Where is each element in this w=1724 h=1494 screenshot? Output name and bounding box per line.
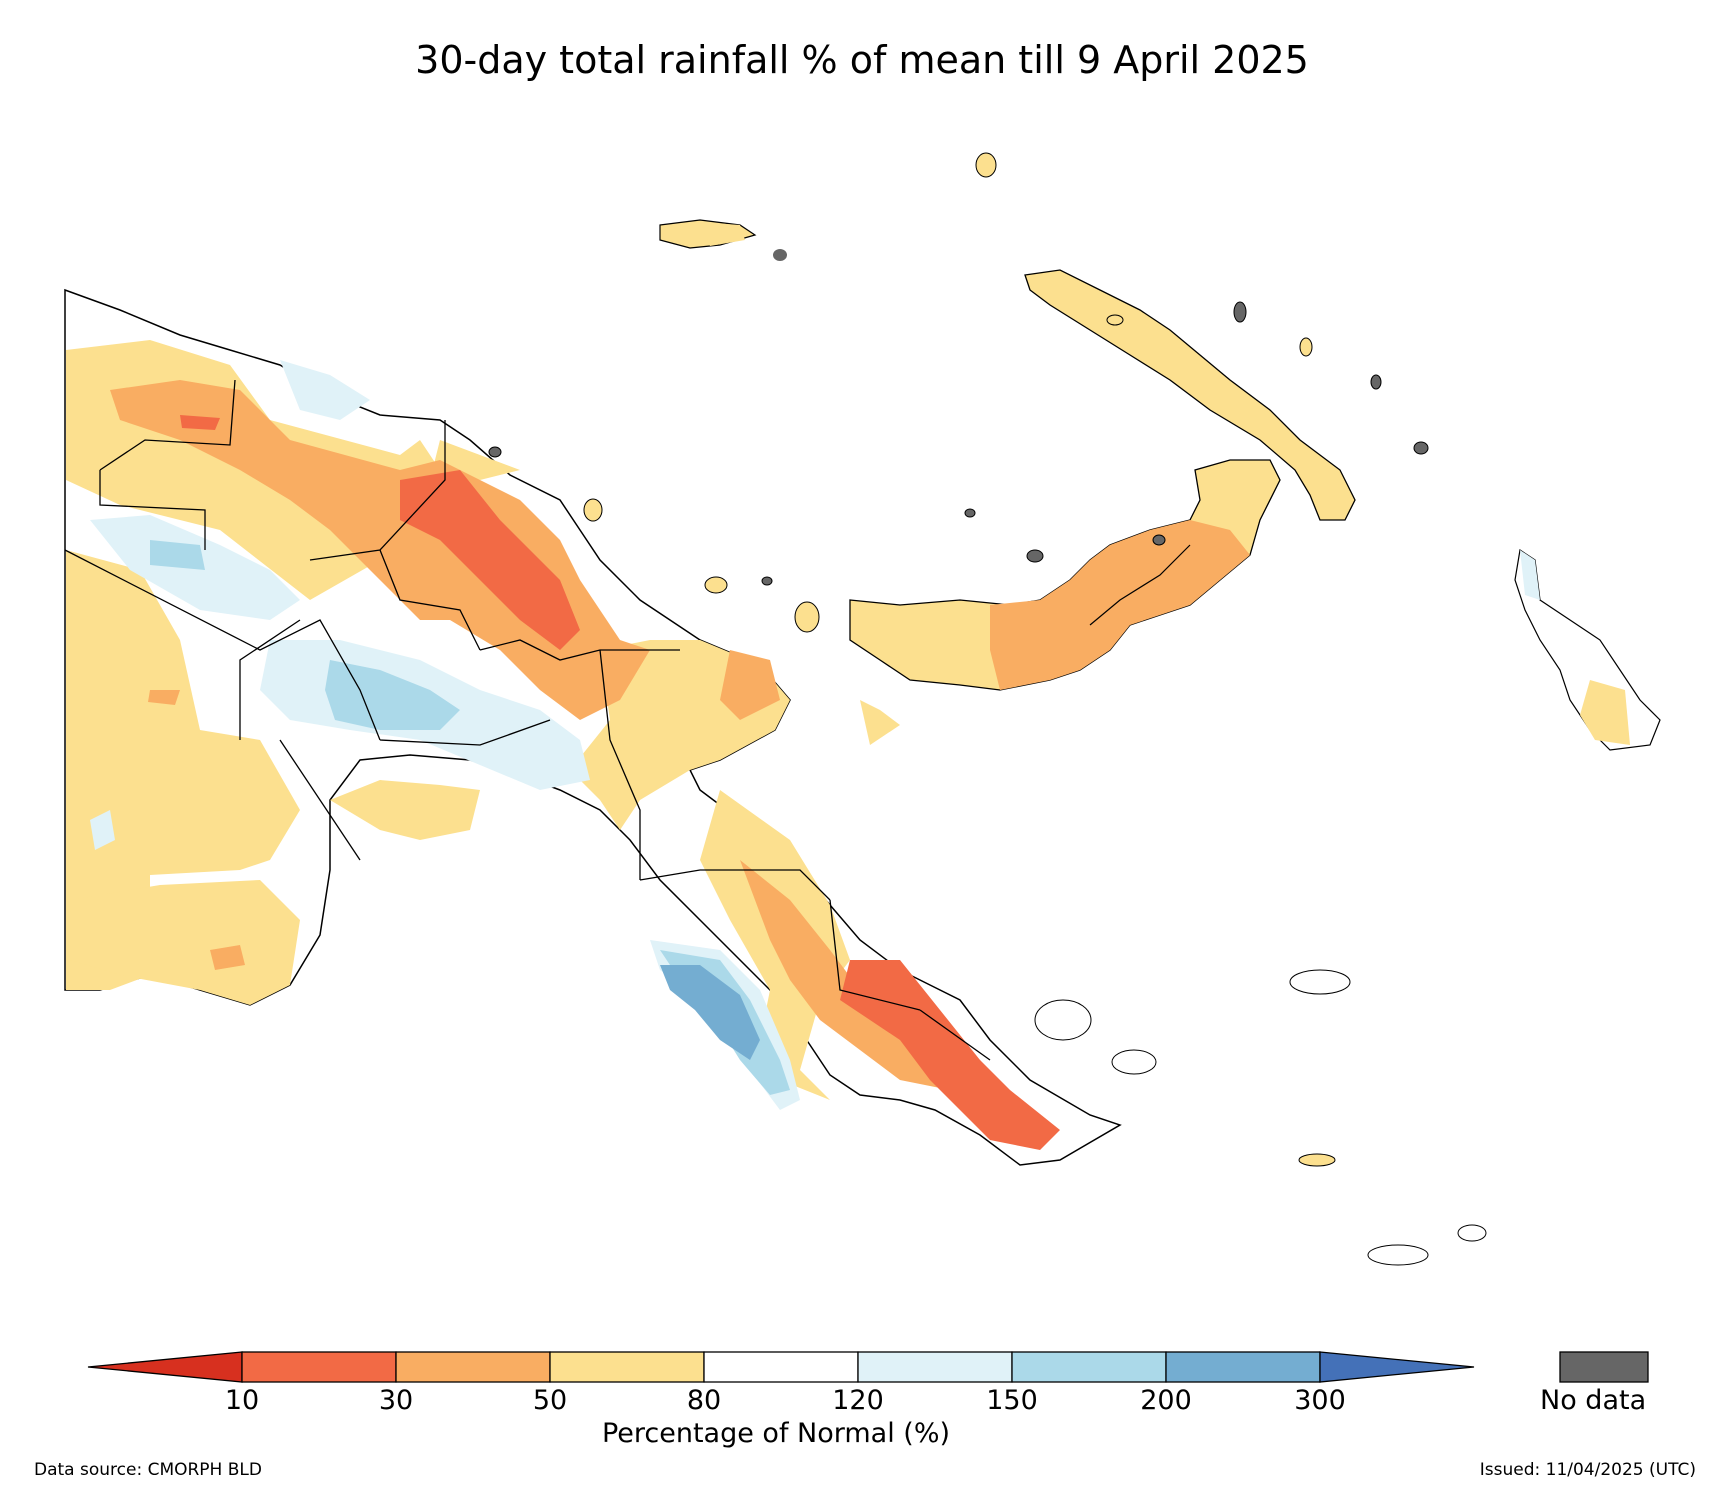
colorbar-bin-120-150 [857,1351,1013,1383]
province-boundaries [64,379,991,1061]
colorbar-tick-200: 200 [1140,1385,1192,1416]
bougainville [1514,548,1661,751]
colorbar-lower-extend [87,1351,243,1383]
colorbar-tick-150: 150 [986,1385,1038,1416]
colorbar [87,1351,1649,1383]
colorbar-bin-10-30 [241,1351,397,1383]
map-title: 30-day total rainfall % of mean till 9 A… [415,38,1309,82]
colorbar-tick-80: 80 [686,1385,722,1416]
colorbar-bin-50-80 [549,1351,705,1383]
colorbar-upper-extend [1319,1351,1475,1383]
new-ireland [1024,269,1356,521]
colorbar-bin-80-120 [703,1351,859,1383]
no-data-swatch [1559,1351,1649,1383]
colorbar-tick-300: 300 [1294,1385,1346,1416]
colorbar-bin-150-200 [1011,1351,1167,1383]
colorbar-tick-30: 30 [378,1385,414,1416]
issued-date: Issued: 11/04/2025 (UTC) [1479,1460,1696,1480]
data-source: Data source: CMORPH BLD [34,1460,262,1480]
shade-10-30 [180,415,1060,1150]
colorbar-bin-200-300 [1165,1351,1321,1383]
colorbar-bin-30-50 [395,1351,551,1383]
colorbar-axis-label: Percentage of Normal (%) [601,1418,951,1449]
small-islands [488,152,1487,1266]
new-britain [849,459,1281,691]
colorbar-tick-120: 120 [832,1385,884,1416]
no-data-label: No data [1540,1385,1647,1416]
colorbar-tick-10: 10 [224,1385,260,1416]
shade-200-300 [660,965,760,1060]
manus-island [659,219,787,261]
colorbar-tick-50: 50 [532,1385,568,1416]
